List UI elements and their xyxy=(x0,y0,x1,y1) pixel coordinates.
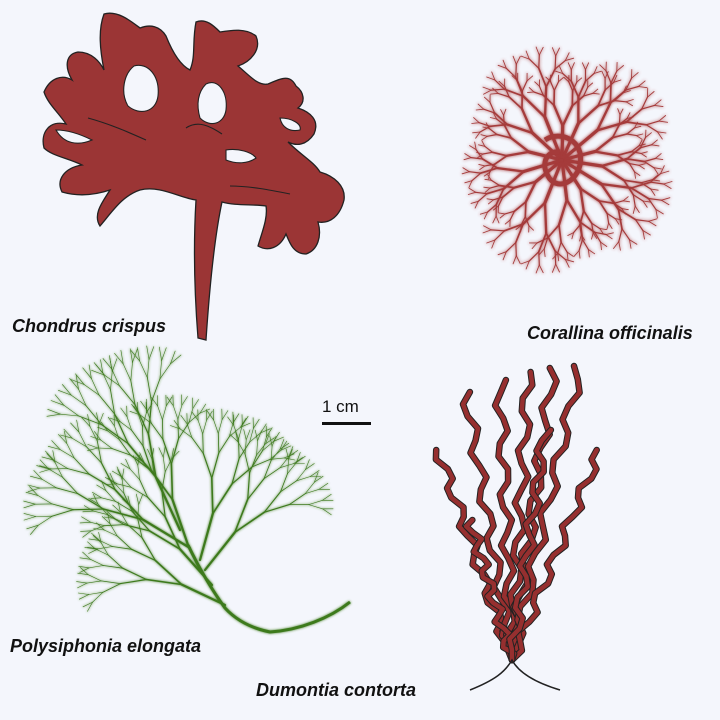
corallina-officinalis-label: Corallina officinalis xyxy=(527,323,693,343)
chondrus-crispus-label: Chondrus crispus xyxy=(12,316,167,336)
dumontia-contorta-label: Dumontia contorta xyxy=(256,680,416,700)
dumontia-contorta-drawing xyxy=(432,362,600,691)
chondrus-crispus-drawing xyxy=(42,12,345,341)
scale-bar-label: 1 cm xyxy=(322,397,359,416)
scale-bar xyxy=(322,422,371,425)
polysiphonia-elongata-label: Polysiphonia elongata xyxy=(10,636,202,656)
polysiphonia-elongata-drawing xyxy=(23,345,351,634)
corallina-officinalis-drawing xyxy=(461,46,673,274)
